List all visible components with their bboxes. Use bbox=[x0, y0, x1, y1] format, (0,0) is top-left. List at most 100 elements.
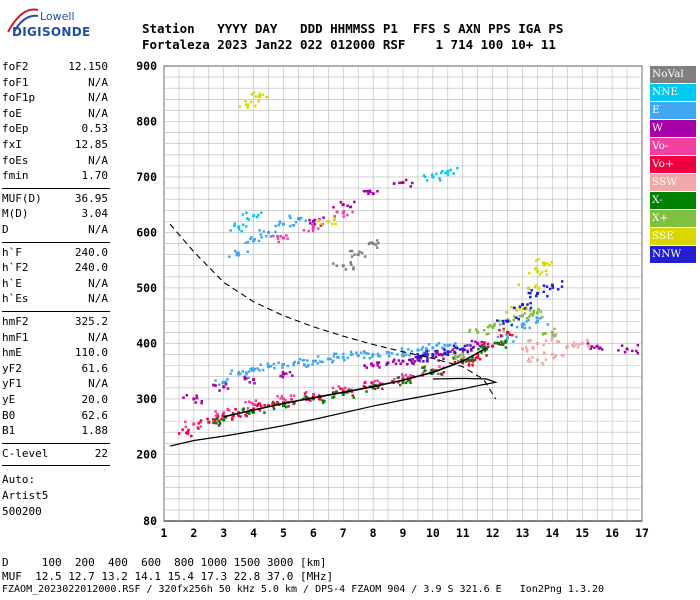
echo-point bbox=[244, 103, 248, 106]
echo-point bbox=[494, 341, 497, 345]
echo-point bbox=[317, 218, 320, 222]
data-point bbox=[282, 222, 285, 226]
virtual-height-trace bbox=[223, 347, 488, 418]
echo-point bbox=[461, 352, 465, 356]
echo-point bbox=[373, 387, 377, 391]
param-name: h`E bbox=[2, 276, 22, 290]
echo-point bbox=[230, 369, 234, 372]
echo-point bbox=[337, 385, 341, 388]
echo-point bbox=[365, 390, 368, 393]
x-tick-label: 5 bbox=[280, 526, 287, 540]
echo-point bbox=[241, 213, 245, 216]
echo-point bbox=[323, 399, 326, 403]
echo-point bbox=[534, 294, 538, 298]
echo-point bbox=[304, 219, 308, 223]
param-name: h`F bbox=[2, 245, 22, 259]
echo-point bbox=[244, 225, 248, 228]
parameter-panel: foF2 12.150 foF1 N/A foF1p N/A foE N/A foEp 0.53 f… bbox=[2, 0, 110, 540]
param-name: foF2 bbox=[2, 60, 29, 73]
echo-point bbox=[553, 355, 557, 359]
echo-point bbox=[527, 318, 530, 322]
echo-point bbox=[250, 93, 254, 96]
echo-point bbox=[374, 243, 378, 247]
echo-point bbox=[430, 372, 433, 375]
y-tick-label: 600 bbox=[136, 225, 157, 239]
echo-point bbox=[351, 394, 354, 397]
param-row: h`F2 240.0 bbox=[2, 261, 108, 275]
echo-point bbox=[436, 349, 439, 353]
echo-point bbox=[446, 353, 449, 356]
echo-point bbox=[539, 317, 542, 320]
echo-point bbox=[256, 367, 259, 370]
echo-point bbox=[457, 360, 460, 363]
data-point bbox=[446, 350, 450, 354]
echo-point bbox=[437, 372, 440, 376]
echo-point bbox=[466, 344, 469, 347]
echo-point bbox=[332, 262, 335, 265]
echo-point bbox=[258, 369, 261, 372]
echo-point bbox=[548, 263, 551, 267]
echo-point bbox=[333, 215, 336, 218]
echo-point bbox=[246, 106, 249, 109]
echo-point bbox=[478, 344, 482, 348]
echo-point bbox=[444, 171, 447, 175]
echo-point bbox=[528, 315, 531, 318]
echo-point bbox=[287, 405, 290, 408]
param-value: N/A bbox=[88, 75, 108, 89]
data-point bbox=[461, 347, 465, 351]
data-point bbox=[192, 397, 196, 401]
echo-point bbox=[589, 347, 592, 351]
echo-point bbox=[272, 402, 276, 405]
echo-point bbox=[319, 398, 322, 401]
param-value: N/A bbox=[88, 292, 108, 306]
param-value: 12.85 bbox=[74, 138, 108, 151]
echo-point bbox=[480, 340, 484, 344]
echo-point bbox=[500, 340, 503, 343]
echo-point bbox=[414, 355, 417, 359]
echo-point bbox=[525, 348, 529, 351]
echo-point bbox=[521, 324, 524, 327]
echo-point bbox=[367, 242, 371, 246]
echo-point bbox=[199, 419, 203, 422]
echo-point bbox=[463, 348, 466, 352]
echo-point bbox=[635, 349, 638, 353]
data-point bbox=[326, 357, 330, 361]
data-point bbox=[541, 261, 545, 265]
separator bbox=[2, 187, 110, 189]
echo-point bbox=[336, 356, 339, 359]
echo-point bbox=[511, 333, 514, 337]
echo-point bbox=[277, 361, 280, 364]
echo-point bbox=[496, 335, 500, 339]
echo-point bbox=[454, 357, 457, 360]
echo-point bbox=[370, 381, 373, 384]
echo-point bbox=[342, 215, 346, 218]
data-point bbox=[296, 361, 300, 365]
echo-point bbox=[592, 346, 596, 349]
param-name: hmF1 bbox=[2, 330, 29, 344]
data-point bbox=[431, 175, 435, 179]
echo-point bbox=[274, 230, 277, 234]
echo-point bbox=[248, 400, 251, 403]
echo-point bbox=[430, 173, 434, 176]
param-name: C-level bbox=[2, 446, 49, 460]
data-point bbox=[485, 347, 489, 351]
param-name: MUF(D) bbox=[2, 191, 42, 205]
echo-point bbox=[216, 417, 219, 420]
echo-point bbox=[226, 407, 229, 411]
echo-point bbox=[250, 369, 254, 372]
echo-point bbox=[239, 372, 242, 376]
echo-point bbox=[434, 349, 437, 353]
echo-point bbox=[631, 349, 634, 353]
echo-point bbox=[515, 316, 518, 319]
data-point bbox=[311, 225, 315, 229]
echo-point bbox=[636, 344, 640, 347]
echo-point bbox=[368, 189, 372, 192]
echo-point bbox=[410, 361, 414, 365]
echo-point bbox=[257, 95, 260, 99]
param-row: MUF(D) 36.95 bbox=[2, 192, 108, 206]
echo-point bbox=[246, 240, 250, 244]
echo-point bbox=[427, 349, 430, 353]
data-point bbox=[252, 407, 256, 411]
param-value: 1.70 bbox=[81, 169, 109, 183]
echo-point bbox=[247, 376, 250, 380]
